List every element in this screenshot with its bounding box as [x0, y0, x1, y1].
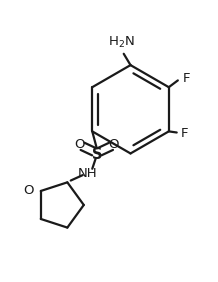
Text: F: F	[181, 127, 189, 140]
Text: NH: NH	[78, 167, 97, 180]
Text: O: O	[109, 138, 119, 151]
Text: O: O	[75, 138, 85, 151]
Text: S: S	[92, 147, 102, 162]
Text: F: F	[182, 72, 190, 85]
Text: H$_2$N: H$_2$N	[108, 35, 135, 50]
Text: O: O	[24, 184, 34, 197]
